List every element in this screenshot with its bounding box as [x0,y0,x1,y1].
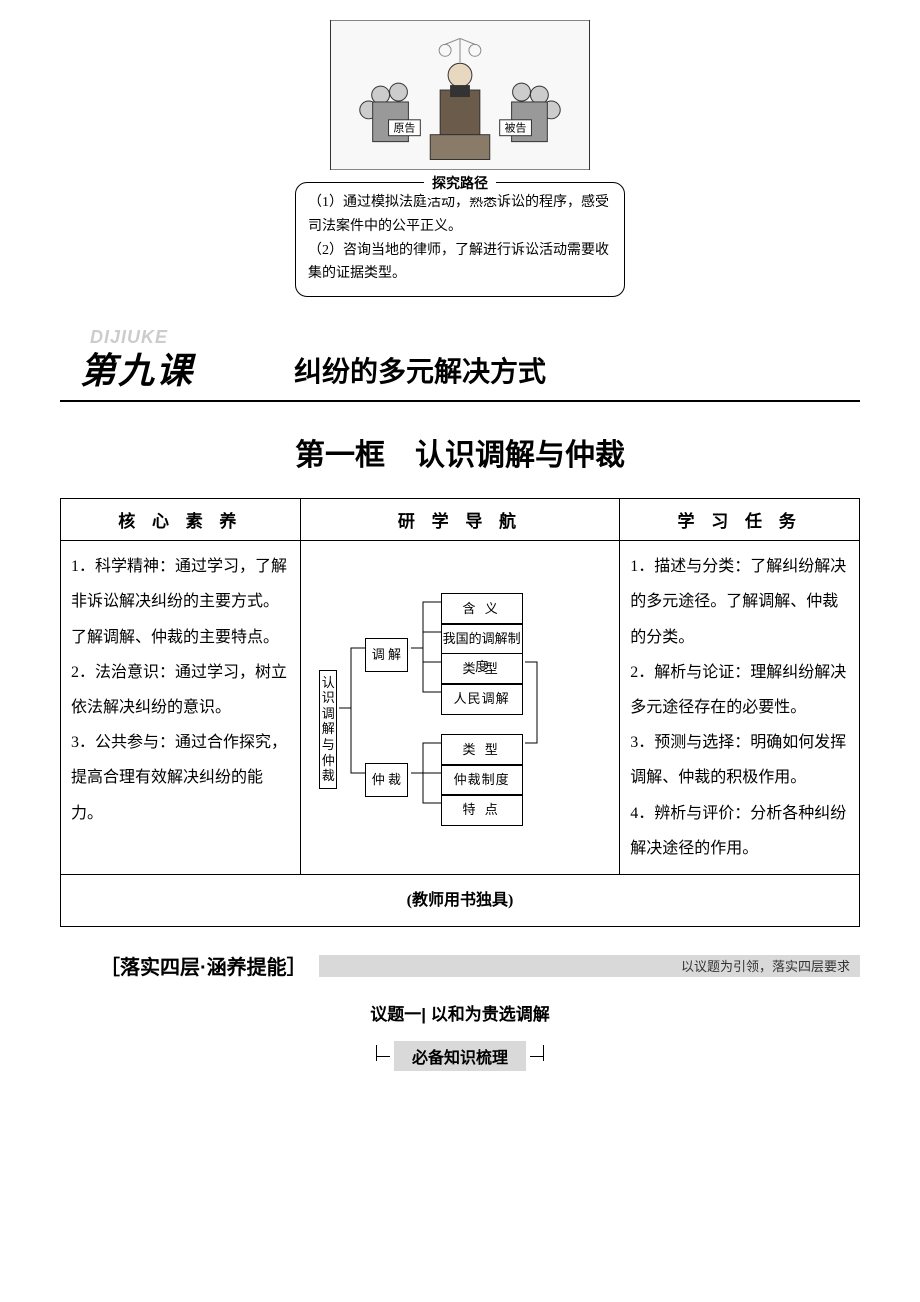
knowledge-bar-label: 必备知识梳理 [412,1050,508,1067]
inquiry-title: 探究路径 [424,173,496,197]
four-layer-subtitle: 以议题为引领，落实四层要求 [319,955,860,977]
table-footer-row: (教师用书独具) [61,874,860,926]
td-core: 1．科学精神：通过学习，了解非诉讼解决纠纷的主要方式。了解调解、仲裁的主要特点。… [61,541,301,875]
concept-diagram: 认识调解与仲裁 调 解 仲 裁 含 义 我国的调解制度 类 型 人民调解 类 型… [311,578,610,838]
dg-leaf-2-1: 仲裁制度 [441,764,523,797]
lesson-header: DIJIUKE 第九课 纠纷的多元解决方式 [60,327,860,402]
defendant-sign: 被告 [505,122,527,135]
dg-leaf-2-0: 类 型 [441,734,523,767]
dg-leaf-1-0: 含 义 [441,593,523,626]
lesson-number: 第九课 [80,342,194,394]
kb-tick-right [543,1045,544,1061]
inquiry-box-wrap: 探究路径 （1）通过模拟法庭活动，熟悉诉讼的程序，感受司法案件中的公平正义。 （… [60,182,860,297]
dg-leaf-1-2: 类 型 [441,653,523,686]
lesson-number-block: DIJIUKE 第九课 [60,327,194,394]
court-illustration-svg: 原告 被告 [331,20,589,170]
dg-branch-1: 调 解 [365,638,408,673]
th-nav: 研 学 导 航 [300,499,620,541]
inquiry-item-1: （1）通过模拟法庭活动，熟悉诉讼的程序，感受司法案件中的公平正义。 [308,191,612,239]
court-illustration: 原告 被告 [330,20,590,170]
knowledge-bar-wrap: 必备知识梳理 [60,1041,860,1071]
plaintiff-sign: 原告 [394,122,416,135]
four-layer-title: ［落实四层·涵养提能］ [60,951,307,980]
dg-leaf-1-3: 人民调解 [441,683,523,716]
section-title: 第一框 认识调解与仲裁 [60,430,860,474]
table-body-row: 1．科学精神：通过学习，了解非诉讼解决纠纷的主要方式。了解调解、仲裁的主要特点。… [61,541,860,875]
th-core: 核 心 素 养 [61,499,301,541]
table-footer: (教师用书独具) [61,874,860,926]
dg-root: 认识调解与仲裁 [319,670,337,789]
table-header-row: 核 心 素 养 研 学 导 航 学 习 任 务 [61,499,860,541]
inquiry-box: 探究路径 （1）通过模拟法庭活动，熟悉诉讼的程序，感受司法案件中的公平正义。 （… [295,182,625,297]
td-nav: 认识调解与仲裁 调 解 仲 裁 含 义 我国的调解制度 类 型 人民调解 类 型… [300,541,620,875]
kb-tick-left [376,1045,377,1061]
inquiry-item-2: （2）咨询当地的律师，了解进行诉讼活动需要收集的证据类型。 [308,239,612,287]
top-illustration-wrap: 原告 被告 [60,20,860,170]
lesson-title: 纠纷的多元解决方式 [294,350,546,390]
core-table: 核 心 素 养 研 学 导 航 学 习 任 务 1．科学精神：通过学习，了解非诉… [60,498,860,927]
knowledge-bar: 必备知识梳理 [394,1041,526,1071]
dg-branch-2: 仲 裁 [365,763,408,798]
td-task: 1．描述与分类：了解纠纷解决的多元途径。了解调解、仲裁的分类。 2．解析与论证：… [620,541,860,875]
topic-line: 议题一| 以和为贵选调解 [60,1000,860,1025]
th-task: 学 习 任 务 [620,499,860,541]
dg-leaf-2-2: 特 点 [441,794,523,827]
four-layer-bar: ［落实四层·涵养提能］ 以议题为引领，落实四层要求 [60,951,860,980]
